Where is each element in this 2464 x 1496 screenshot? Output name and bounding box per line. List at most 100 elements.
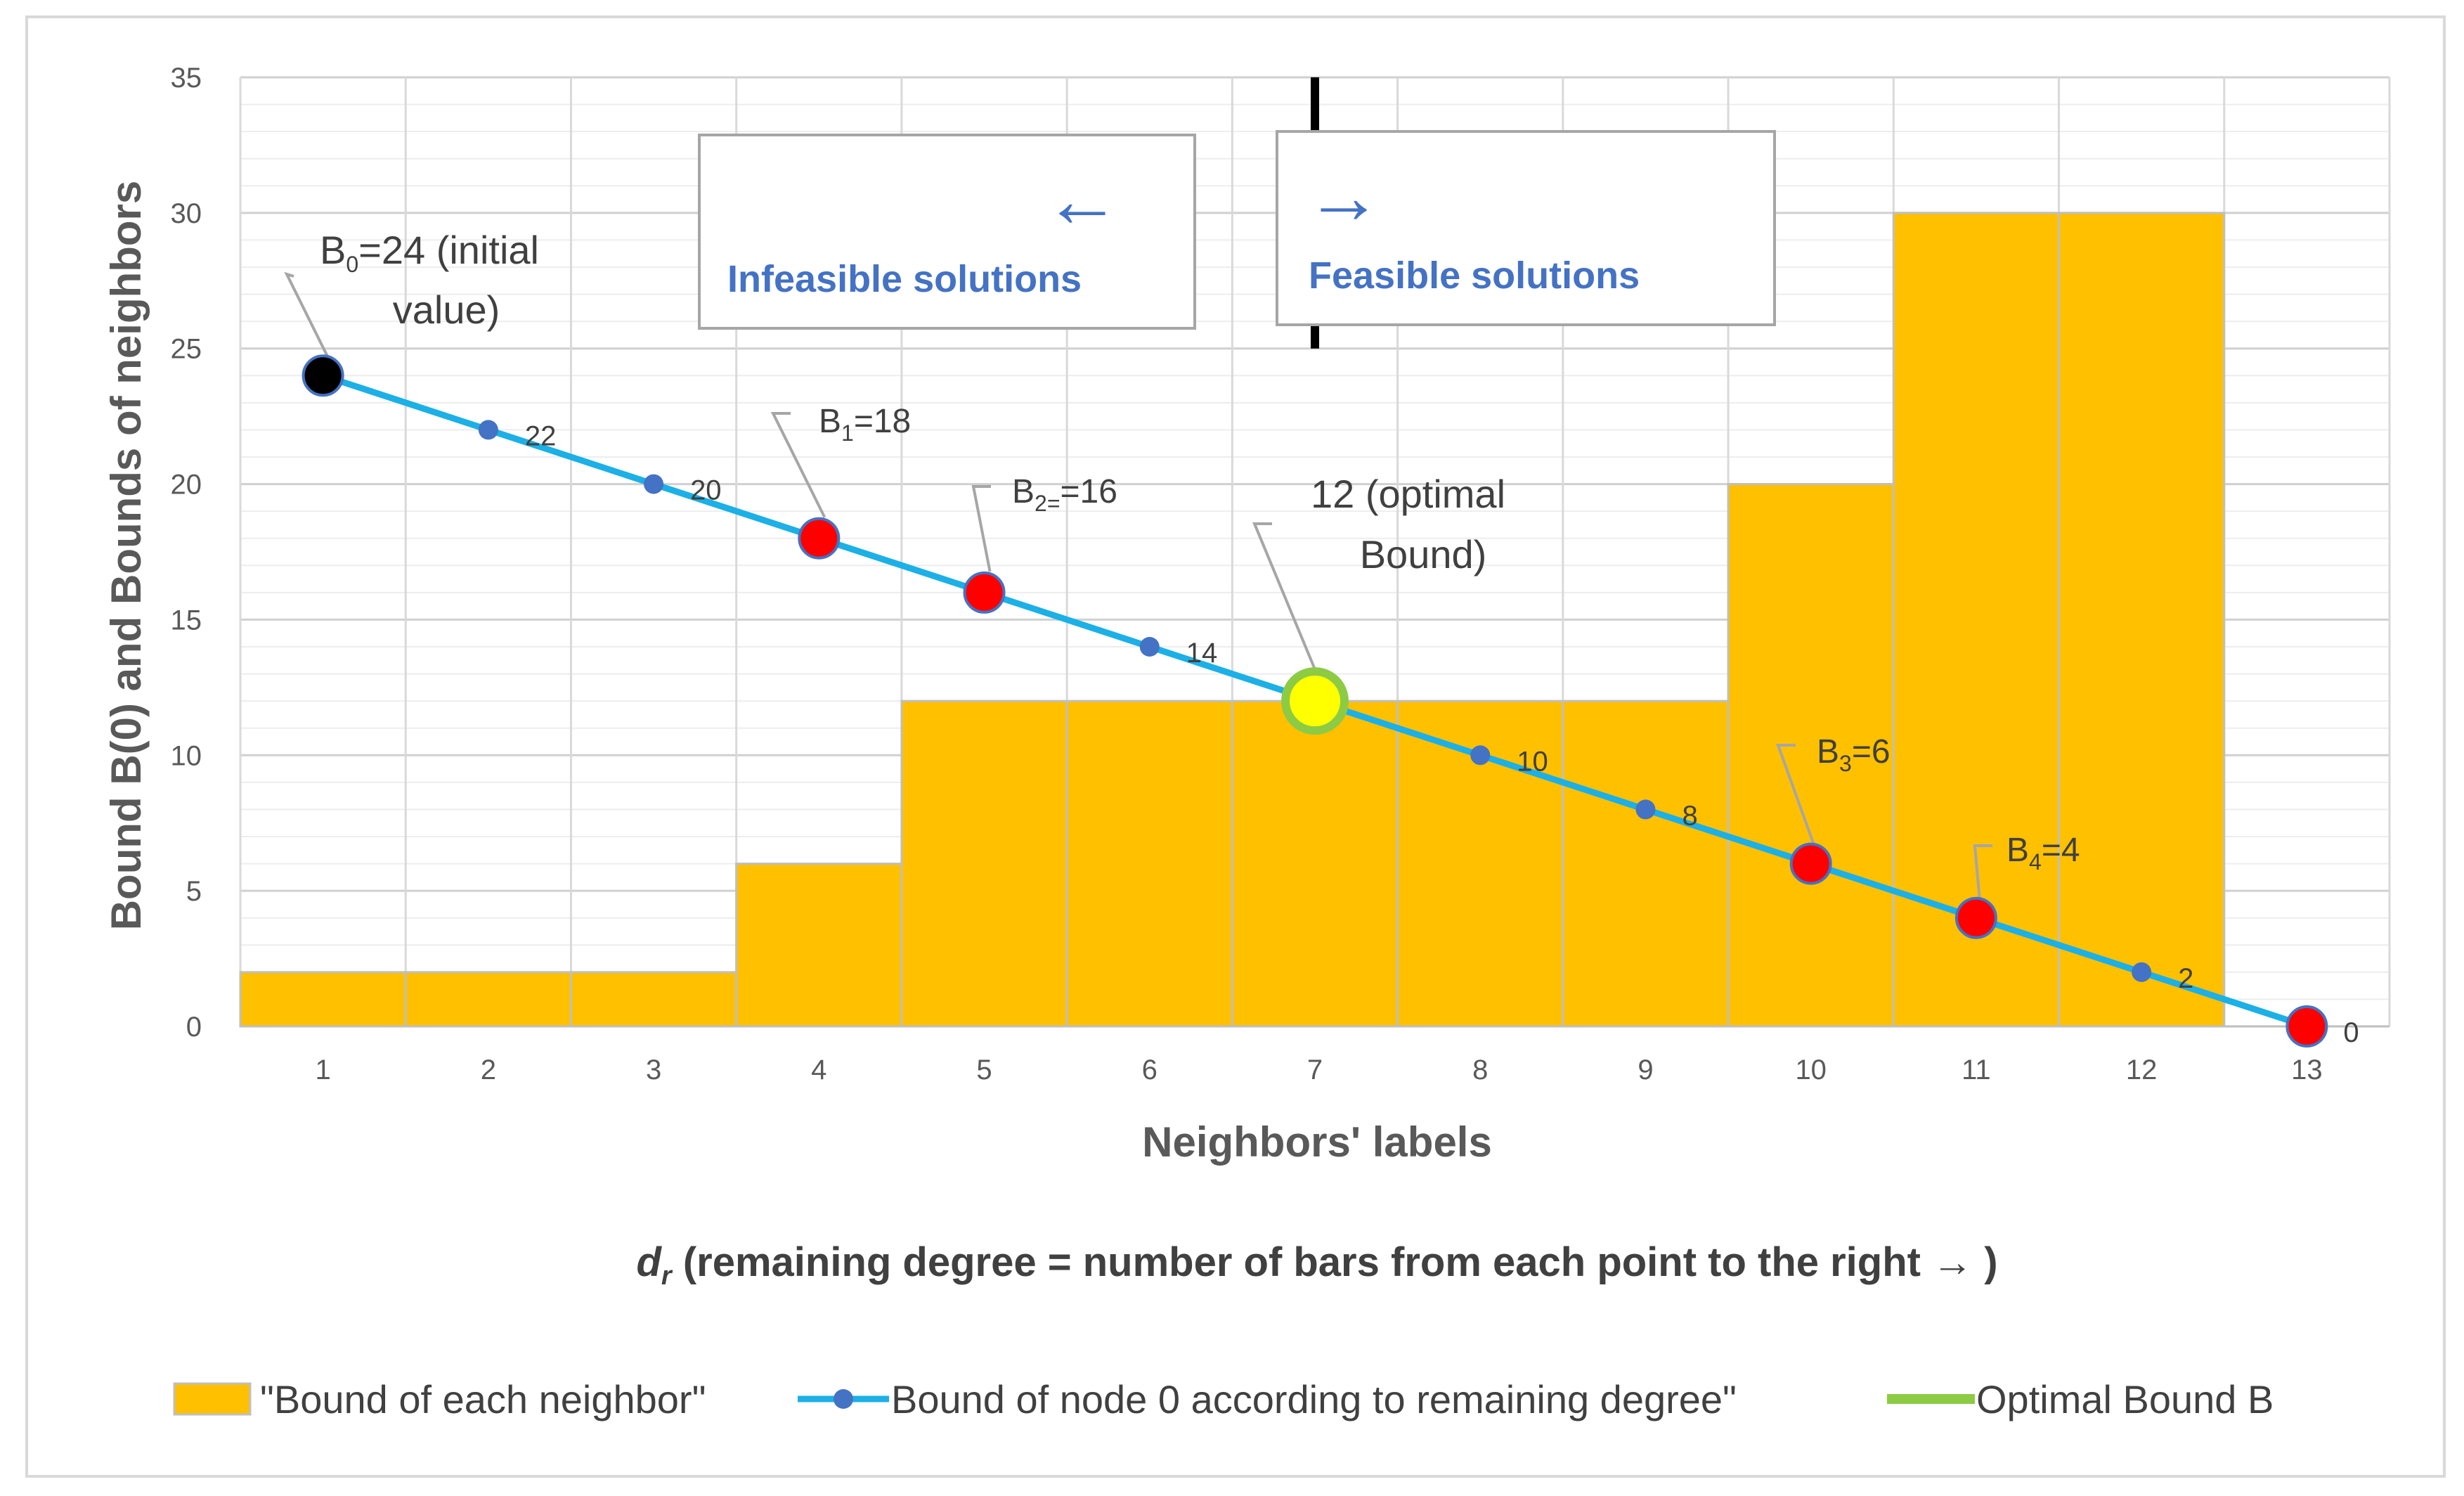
bar-9 bbox=[1562, 699, 1730, 1028]
line-marker bbox=[2132, 962, 2152, 982]
bar-10 bbox=[1727, 483, 1895, 1028]
annotation-text: B0=24 (initial bbox=[320, 228, 539, 277]
annotation-text: B2==16 bbox=[1012, 473, 1117, 516]
annotation-value: =4 bbox=[2042, 832, 2080, 869]
y-tick-label: 25 bbox=[171, 334, 202, 365]
x-tick-label: 10 bbox=[1795, 1055, 1827, 1085]
feasible-label: Feasible solutions bbox=[1309, 254, 1640, 297]
highlight-point bbox=[798, 517, 841, 560]
annotation-leader bbox=[1252, 522, 1316, 670]
data-label: 8 bbox=[1682, 800, 1697, 831]
line-marker bbox=[1635, 799, 1656, 820]
region-boxes: ← Infeasible solutions → Feasible solutions bbox=[698, 77, 1776, 349]
y-tick-label: 30 bbox=[171, 198, 202, 229]
legend-label-optimal: Optimal Bound B bbox=[1976, 1377, 2274, 1421]
left-arrow-icon: ← bbox=[1044, 157, 1121, 243]
annotation-value: 12 (optimal bbox=[1311, 472, 1505, 516]
data-label: 0 bbox=[2343, 1017, 2359, 1048]
highlight-point bbox=[1789, 842, 1832, 885]
annotation-leader bbox=[1973, 844, 1992, 901]
line-marker bbox=[644, 474, 664, 494]
data-label: 22 bbox=[525, 420, 557, 451]
legend-swatch-marker bbox=[834, 1389, 853, 1409]
annotation-base: B bbox=[1817, 733, 1839, 770]
annotation-text: 12 (optimal bbox=[1311, 472, 1505, 516]
x-tick-label: 1 bbox=[315, 1055, 330, 1085]
y-tick-label: 0 bbox=[186, 1012, 202, 1043]
annotation-base: B bbox=[1012, 473, 1035, 510]
y-tick-label: 15 bbox=[171, 605, 202, 636]
bar-6 bbox=[1065, 699, 1233, 1028]
x-tick-label: 6 bbox=[1142, 1055, 1158, 1085]
bar-2 bbox=[404, 971, 572, 1028]
annotation-text: B1=18 bbox=[819, 403, 911, 446]
legend: "Bound of each neighbor" Bound of node 0 … bbox=[173, 1377, 2274, 1421]
data-label: 2 bbox=[2178, 963, 2193, 994]
right-arrow-icon: → bbox=[1305, 153, 1382, 240]
annotation-base: B bbox=[320, 228, 346, 272]
annotation-subscript: 4 bbox=[2029, 849, 2042, 875]
annotation-leader bbox=[770, 412, 826, 518]
bar-7 bbox=[1231, 699, 1399, 1028]
x-axis-secondary-title: dr (remaining degree = number of bars fr… bbox=[636, 1239, 1997, 1291]
legend-label-bars: "Bound of each neighbor" bbox=[260, 1377, 706, 1421]
x-axis-title: Neighbors' labels bbox=[1142, 1118, 1492, 1166]
bar-series bbox=[239, 212, 2226, 1028]
annotation-text: B3=6 bbox=[1817, 733, 1891, 776]
annotation-leaders bbox=[284, 271, 1992, 901]
annotation-base: B bbox=[819, 403, 841, 440]
data-label: 20 bbox=[690, 475, 722, 506]
line-marker bbox=[478, 420, 498, 440]
initial-point bbox=[301, 354, 344, 397]
annotation-leader bbox=[1776, 744, 1816, 847]
x-tick-label: 3 bbox=[646, 1055, 661, 1085]
x-tick-label: 7 bbox=[1307, 1055, 1323, 1085]
dr-description: (remaining degree = number of bars from … bbox=[672, 1239, 1998, 1285]
x-tick-label: 8 bbox=[1472, 1055, 1488, 1085]
legend-label-line: Bound of node 0 according to remaining d… bbox=[891, 1377, 1737, 1421]
annotation-leader bbox=[284, 271, 332, 363]
annotation-value: =16 bbox=[1061, 473, 1117, 510]
annotation-text: B4=4 bbox=[2006, 832, 2080, 875]
y-tick-label: 20 bbox=[171, 470, 202, 501]
y-tick-label: 5 bbox=[186, 876, 202, 907]
y-tick-label: 35 bbox=[171, 63, 202, 94]
bar-3 bbox=[569, 971, 738, 1028]
annotation-subscript: 3 bbox=[1839, 751, 1852, 776]
annotation-subscript: 2= bbox=[1035, 491, 1060, 516]
x-tick-label: 12 bbox=[2126, 1055, 2158, 1085]
line-marker bbox=[1470, 745, 1491, 766]
annotation-value: =18 bbox=[854, 403, 911, 440]
bar-12 bbox=[2058, 212, 2226, 1028]
feasible-box bbox=[1276, 130, 1776, 326]
annotation-value: =6 bbox=[1852, 733, 1891, 770]
dr-subscript: r bbox=[661, 1261, 673, 1291]
annotation-value: =24 (initial bbox=[358, 228, 539, 272]
optimal-point bbox=[1281, 667, 1349, 735]
x-tick-label: 4 bbox=[811, 1055, 826, 1085]
annotation-subscript: 0 bbox=[346, 252, 358, 277]
annotation-subscript: 1 bbox=[841, 420, 854, 446]
data-label: 14 bbox=[1186, 638, 1218, 669]
infeasible-box bbox=[698, 134, 1196, 330]
x-tick-label: 13 bbox=[2291, 1055, 2323, 1085]
x-tick-label: 9 bbox=[1638, 1055, 1653, 1085]
annotation-leader bbox=[971, 485, 992, 572]
dr-symbol: d bbox=[636, 1239, 662, 1285]
bar-5 bbox=[900, 699, 1068, 1028]
highlight-point bbox=[1954, 896, 1997, 939]
bar-4 bbox=[735, 863, 903, 1028]
points bbox=[301, 354, 2328, 1047]
annotation-text-line2: Bound) bbox=[1360, 532, 1487, 576]
data-label: 10 bbox=[1517, 746, 1548, 777]
annotation-base: B bbox=[2006, 832, 2029, 869]
highlight-point bbox=[963, 571, 1006, 614]
bar-11 bbox=[1892, 212, 2061, 1028]
bar-1 bbox=[239, 971, 407, 1028]
y-tick-label: 10 bbox=[171, 740, 202, 771]
highlight-point bbox=[2285, 1005, 2328, 1047]
